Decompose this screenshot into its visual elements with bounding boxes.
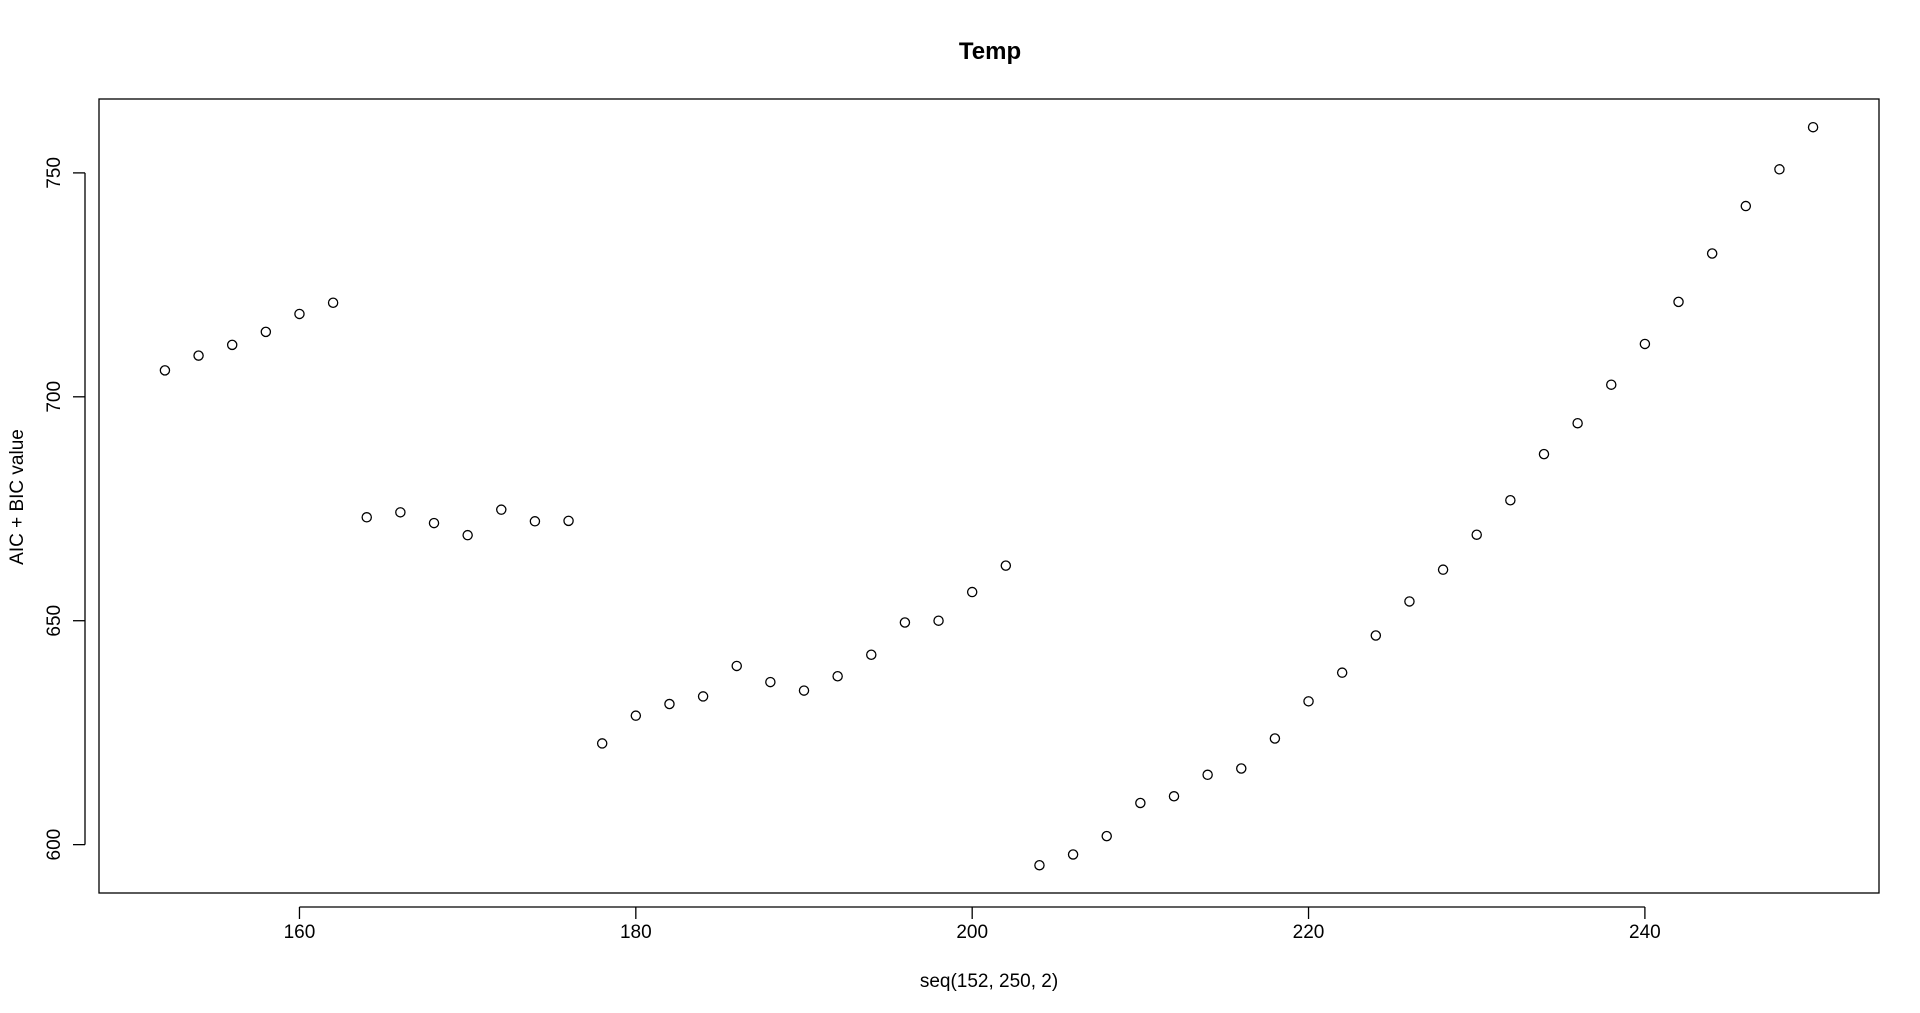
chart-title: Temp — [959, 38, 1021, 65]
data-point — [1774, 164, 1785, 175]
x-tick-label: 240 — [1629, 922, 1661, 943]
data-point — [1303, 696, 1314, 707]
data-point — [1370, 630, 1382, 641]
data-point — [1471, 529, 1482, 540]
y-axis-label: AIC + BIC value — [7, 429, 28, 565]
data-point — [966, 586, 978, 598]
x-tick-label: 180 — [620, 922, 652, 943]
y-axis: 600 650 700 750 — [44, 157, 86, 861]
data-point — [1000, 560, 1012, 571]
data-point — [1168, 791, 1180, 802]
data-point — [1706, 248, 1718, 259]
x-axis-label: seq(152, 250, 2) — [920, 971, 1058, 992]
data-point — [1437, 564, 1449, 575]
data-point — [1404, 596, 1415, 607]
data-point — [866, 649, 877, 661]
data-point — [193, 350, 204, 361]
plot-frame — [98, 98, 1880, 894]
x-axis: 160 180 200 220 240 — [284, 906, 1661, 943]
data-point — [226, 339, 238, 351]
x-tick-label: 200 — [956, 922, 988, 943]
data-point — [1606, 379, 1617, 390]
y-tick-label: 700 — [44, 381, 65, 413]
y-tick-label: 650 — [44, 605, 65, 637]
data-point — [596, 738, 608, 749]
data-point — [361, 512, 372, 523]
data-point — [1505, 495, 1516, 506]
data-point — [1740, 200, 1752, 212]
data-point — [1673, 296, 1684, 308]
data-point — [1236, 763, 1247, 774]
data-point — [327, 297, 339, 309]
data-points — [159, 121, 1819, 871]
data-point — [563, 515, 574, 527]
data-point — [462, 529, 473, 541]
data-point — [1067, 849, 1079, 860]
data-point — [697, 691, 709, 702]
data-point — [1034, 859, 1045, 871]
data-point — [933, 615, 944, 626]
data-point — [1538, 448, 1550, 460]
data-point — [765, 676, 776, 688]
data-point — [1807, 121, 1819, 133]
data-point — [496, 504, 507, 515]
data-point — [731, 660, 742, 672]
data-point — [899, 617, 911, 628]
y-tick-label: 750 — [44, 157, 65, 189]
data-point — [630, 710, 642, 721]
data-point — [798, 685, 810, 696]
data-point — [1269, 733, 1281, 744]
data-point — [1202, 769, 1213, 781]
data-point — [1135, 797, 1146, 809]
data-point — [1639, 338, 1651, 350]
data-point — [664, 698, 675, 710]
data-point — [260, 326, 272, 338]
data-point — [1336, 667, 1348, 678]
data-point — [159, 365, 171, 376]
data-point — [1572, 417, 1583, 429]
data-point — [529, 516, 541, 527]
y-tick-label: 600 — [44, 829, 65, 861]
data-point — [395, 507, 406, 518]
data-point — [428, 517, 440, 529]
data-point — [832, 671, 843, 682]
data-point — [1101, 830, 1112, 842]
data-point — [294, 308, 305, 320]
x-tick-label: 160 — [284, 922, 316, 943]
x-tick-label: 220 — [1293, 922, 1325, 943]
